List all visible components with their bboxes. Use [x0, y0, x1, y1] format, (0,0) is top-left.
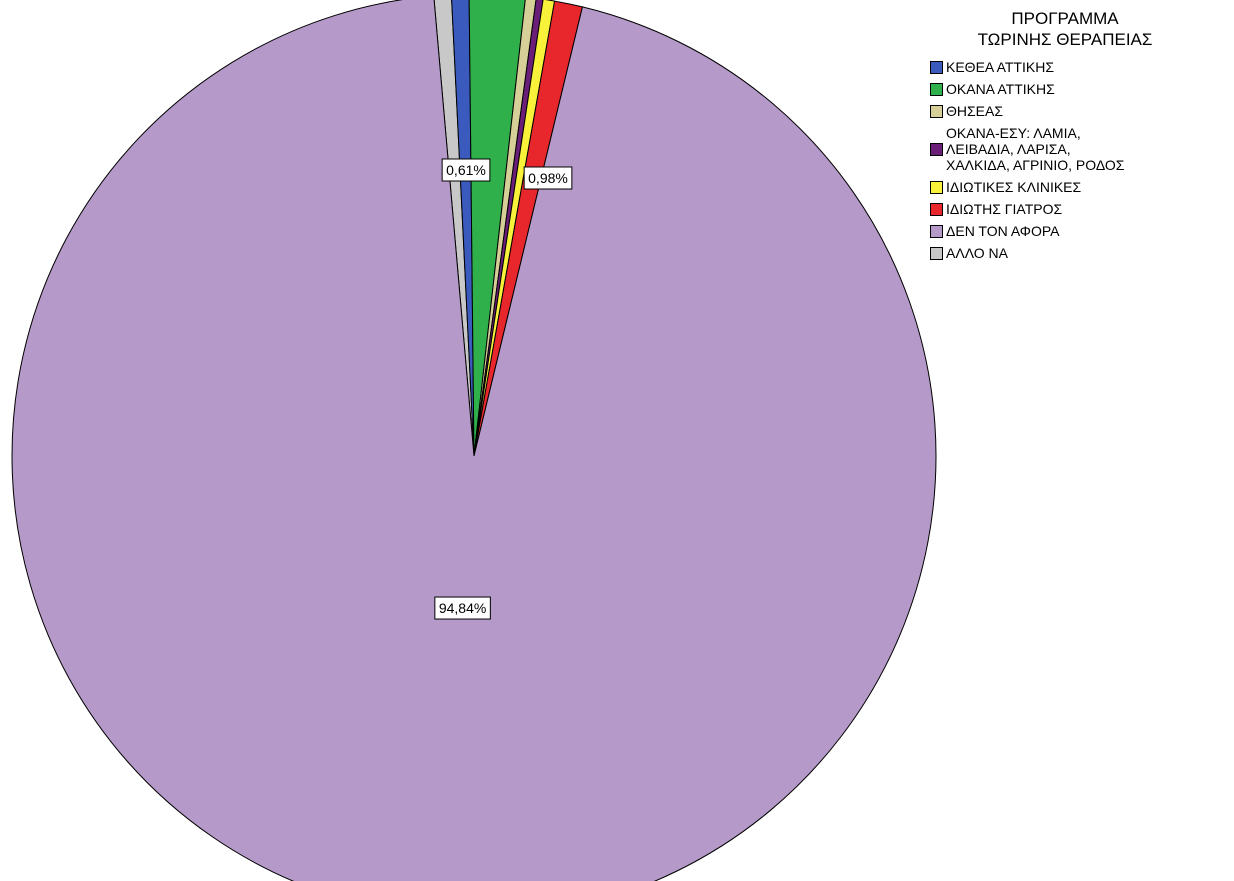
pie-slice-7 — [11, 0, 937, 881]
legend-title: ΠΡΟΓΡΑΜΜΑ ΤΩΡΙΝΗΣ ΘΕΡΑΠΕΙΑΣ — [930, 8, 1200, 50]
pie-slice-1 — [451, 0, 475, 457]
legend-item-θησεας: ΘΗΣΕΑΣ — [930, 103, 1230, 119]
legend-swatch — [930, 104, 943, 118]
legend-title-line-2: ΤΩΡΙΝΗΣ ΘΕΡΑΠΕΙΑΣ — [977, 30, 1153, 49]
legend-label: ΚΕΘΕΑ ΑΤΤΙΚΗΣ — [946, 59, 1054, 75]
legend-item-οκανα-εσυ-λαμια: ΟΚΑΝΑ-ΕΣΥ: ΛΑΜΙΑ, ΛΕΙΒΑΔΙΑ, ΛΑΡΙΣΑ, ΧΑΛΚ… — [930, 125, 1230, 173]
legend-item-ιδιωτικες-κλινικες: ΙΔΙΩΤΙΚΕΣ ΚΛΙΝΙΚΕΣ — [930, 179, 1230, 195]
legend-swatch — [930, 142, 943, 156]
data-label-box-0 — [441, 158, 491, 182]
legend-item-δεν-τον-αφορα: ΔΕΝ ΤΟΝ ΑΦΟΡΑ — [930, 223, 1230, 239]
legend-item-αλλο-να: ΑΛΛΟ ΝΑ — [930, 245, 1230, 261]
legend-title-line-1: ΠΡΟΓΡΑΜΜΑ — [1011, 9, 1119, 28]
pie-slice-2 — [468, 0, 526, 457]
legend-label: ΘΗΣΕΑΣ — [946, 103, 1003, 119]
data-label-0: 0,61% — [441, 158, 491, 182]
legend-label: ΔΕΝ ΤΟΝ ΑΦΟΡΑ — [946, 223, 1060, 239]
data-label-box-7 — [434, 596, 491, 620]
data-label-text-7: 94,84% — [439, 600, 486, 616]
data-label-6: 0,98% — [523, 166, 573, 190]
legend-list: ΚΕΘΕΑ ΑΤΤΙΚΗΣ ΟΚΑΝΑ ΑΤΤΙΚΗΣ ΘΗΣΕΑΣ ΟΚΑΝΑ-ΕΣ… — [930, 59, 1230, 261]
pie-data-labels: 0,61% 0,98% 94,84% — [434, 158, 573, 620]
data-label-text-6: 0,98% — [528, 170, 568, 186]
legend-label: ΙΔΙΩΤΙΚΕΣ ΚΛΙΝΙΚΕΣ — [946, 179, 1082, 195]
pie-slices — [11, 0, 937, 881]
legend-item-οκανα-αττικης: ΟΚΑΝΑ ΑΤΤΙΚΗΣ — [930, 81, 1230, 97]
legend-item-ιδιωτης-γιατρος: ΙΔΙΩΤΗΣ ΓΙΑΤΡΟΣ — [930, 201, 1230, 217]
legend-swatch — [930, 224, 943, 238]
legend-label: ΙΔΙΩΤΗΣ ΓΙΑΤΡΟΣ — [946, 201, 1063, 217]
legend-item-κεθεα-αττικης: ΚΕΘΕΑ ΑΤΤΙΚΗΣ — [930, 59, 1230, 75]
legend: ΠΡΟΓΡΑΜΜΑ ΤΩΡΙΝΗΣ ΘΕΡΑΠΕΙΑΣ ΚΕΘΕΑ ΑΤΤΙΚΗ… — [930, 8, 1230, 267]
legend-label: ΟΚΑΝΑ-ΕΣΥ: ΛΑΜΙΑ, ΛΕΙΒΑΔΙΑ, ΛΑΡΙΣΑ, ΧΑΛΚ… — [946, 125, 1125, 173]
data-label-7: 94,84% — [434, 596, 491, 620]
data-label-box-6 — [523, 166, 573, 190]
legend-label: ΟΚΑΝΑ ΑΤΤΙΚΗΣ — [946, 81, 1055, 97]
legend-swatch — [930, 60, 943, 74]
legend-swatch — [930, 82, 943, 96]
data-label-text-0: 0,61% — [446, 162, 486, 178]
legend-swatch — [930, 202, 943, 216]
legend-swatch — [930, 246, 943, 260]
legend-label: ΑΛΛΟ ΝΑ — [946, 245, 1008, 261]
pie-slice-0 — [433, 0, 475, 457]
legend-swatch — [930, 180, 943, 194]
